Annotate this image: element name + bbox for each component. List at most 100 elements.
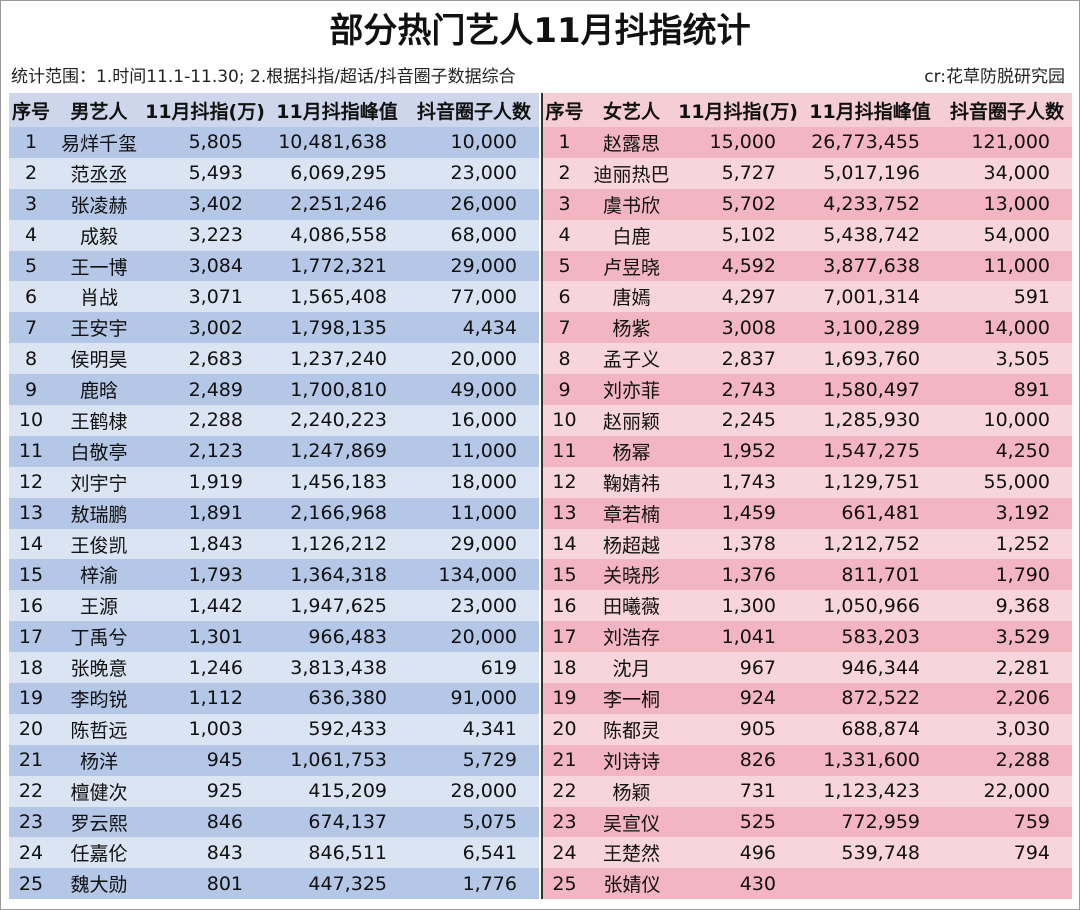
- rank-cell: 9: [542, 374, 586, 406]
- number-cell: [798, 868, 942, 900]
- number-cell: 3,100,289: [798, 312, 942, 344]
- number-cell: 14,000: [942, 312, 1072, 344]
- number-cell: 77,000: [409, 281, 539, 313]
- rank-cell: 6: [542, 281, 586, 313]
- name-cell: 刘浩存: [586, 621, 678, 653]
- table-row: 15 关晓彤 1,376 811,701 1,790: [542, 559, 1072, 591]
- rank-cell: 22: [542, 775, 586, 807]
- title: 部分热门艺人11月抖指统计: [329, 11, 751, 51]
- number-cell: 4,250: [942, 435, 1072, 467]
- rank-cell: 14: [9, 528, 53, 560]
- name-cell: 王鹤棣: [53, 405, 145, 436]
- rank-cell: 1: [542, 127, 586, 158]
- name-cell: 张婧仪: [586, 868, 678, 900]
- number-cell: 4,592: [678, 250, 798, 282]
- rank-cell: 25: [542, 868, 586, 900]
- number-cell: 1,050,966: [798, 590, 942, 622]
- number-cell: 794: [942, 837, 1072, 869]
- number-cell: 3,084: [145, 250, 265, 282]
- number-cell: 1,247,869: [265, 435, 409, 467]
- number-cell: 4,434: [409, 312, 539, 344]
- name-cell: 章若楠: [586, 497, 678, 529]
- table-row: 19 李一桐 924 872,522 2,206: [542, 683, 1072, 714]
- table-row: 17 丁禹兮 1,301 966,483 20,000: [9, 621, 539, 653]
- name-cell: 杨超越: [586, 528, 678, 560]
- number-cell: 2,489: [145, 374, 265, 406]
- number-cell: 946,344: [798, 652, 942, 684]
- rank-cell: 14: [542, 528, 586, 560]
- name-cell: 唐嫣: [586, 281, 678, 313]
- rank-cell: 20: [9, 713, 53, 745]
- number-cell: 1,843: [145, 528, 265, 560]
- table-body: 1 易烊千玺 5,805 10,481,638 10,000 2 范丞丞 5,493 6,069…: [9, 127, 539, 900]
- rank-cell: 13: [9, 497, 53, 529]
- table-row: 25 魏大勋 801 447,325 1,776: [9, 868, 539, 900]
- number-cell: 5,438,742: [798, 219, 942, 251]
- rank-cell: 3: [542, 188, 586, 220]
- number-cell: 5,493: [145, 157, 265, 189]
- number-cell: 661,481: [798, 497, 942, 529]
- rank-cell: 10: [9, 405, 53, 436]
- name-cell: 孟子义: [586, 343, 678, 375]
- number-cell: 1,952: [678, 435, 798, 467]
- rank-cell: 15: [542, 559, 586, 591]
- name-cell: 罗云熙: [53, 806, 145, 838]
- table-row: 24 任嘉伦 843 846,511 6,541: [9, 837, 539, 869]
- table-row: 5 王一博 3,084 1,772,321 29,000: [9, 250, 539, 282]
- number-cell: 1,580,497: [798, 374, 942, 406]
- table-row: 6 肖战 3,071 1,565,408 77,000: [9, 281, 539, 313]
- number-cell: 121,000: [942, 127, 1072, 158]
- number-cell: 1,947,625: [265, 590, 409, 622]
- number-cell: 23,000: [409, 157, 539, 189]
- number-cell: 1,376: [678, 559, 798, 591]
- table-row: 18 张晚意 1,246 3,813,438 619: [9, 652, 539, 684]
- number-cell: 4,341: [409, 713, 539, 745]
- number-cell: 1,891: [145, 497, 265, 529]
- number-cell: 4,297: [678, 281, 798, 313]
- number-cell: 2,166,968: [265, 497, 409, 529]
- name-cell: 肖战: [53, 281, 145, 313]
- number-cell: 905: [678, 713, 798, 745]
- name-cell: 白敬亭: [53, 435, 145, 467]
- number-cell: 1,237,240: [265, 343, 409, 375]
- column-header: 抖音圈子人数: [409, 93, 539, 127]
- female-table: 序号 女艺人 11月抖指(万) 11月抖指峰值 抖音圈子人数 1 赵露思 15,000 26,7…: [541, 93, 1072, 900]
- column-header: 11月抖指峰值: [798, 93, 942, 127]
- number-cell: 2,281: [942, 652, 1072, 684]
- name-cell: 魏大勋: [53, 868, 145, 900]
- number-cell: 9,368: [942, 590, 1072, 622]
- rank-cell: 19: [542, 683, 586, 714]
- rank-cell: 25: [9, 868, 53, 900]
- number-cell: 846,511: [265, 837, 409, 869]
- rank-cell: 24: [9, 837, 53, 869]
- number-cell: 1,565,408: [265, 281, 409, 313]
- number-cell: 1,772,321: [265, 250, 409, 282]
- rank-cell: 19: [9, 683, 53, 714]
- number-cell: 5,702: [678, 188, 798, 220]
- number-cell: 1,776: [409, 868, 539, 900]
- number-cell: 2,683: [145, 343, 265, 375]
- table-row: 24 王楚然 496 539,748 794: [542, 837, 1072, 869]
- rank-cell: 5: [542, 250, 586, 282]
- number-cell: 18,000: [409, 466, 539, 498]
- number-cell: 29,000: [409, 528, 539, 560]
- number-cell: 6,069,295: [265, 157, 409, 189]
- column-header: 11月抖指(万): [145, 93, 265, 127]
- male-table: 序号 男艺人 11月抖指(万) 11月抖指峰值 抖音圈子人数 1 易烊千玺 5,805 10,4…: [9, 93, 539, 900]
- rank-cell: 23: [542, 806, 586, 838]
- header-row: 序号 女艺人 11月抖指(万) 11月抖指峰值 抖音圈子人数: [542, 93, 1072, 127]
- rank-cell: 15: [9, 559, 53, 591]
- number-cell: 1,919: [145, 466, 265, 498]
- name-cell: 虞书欣: [586, 188, 678, 220]
- number-cell: 3,002: [145, 312, 265, 344]
- number-cell: 772,959: [798, 806, 942, 838]
- table-row: 25 张婧仪 430: [542, 868, 1072, 900]
- number-cell: 846: [145, 806, 265, 838]
- number-cell: 16,000: [409, 405, 539, 436]
- number-cell: 2,743: [678, 374, 798, 406]
- table-row: 11 杨幂 1,952 1,547,275 4,250: [542, 435, 1072, 467]
- number-cell: 3,402: [145, 188, 265, 220]
- name-cell: 白鹿: [586, 219, 678, 251]
- rank-cell: 22: [9, 775, 53, 807]
